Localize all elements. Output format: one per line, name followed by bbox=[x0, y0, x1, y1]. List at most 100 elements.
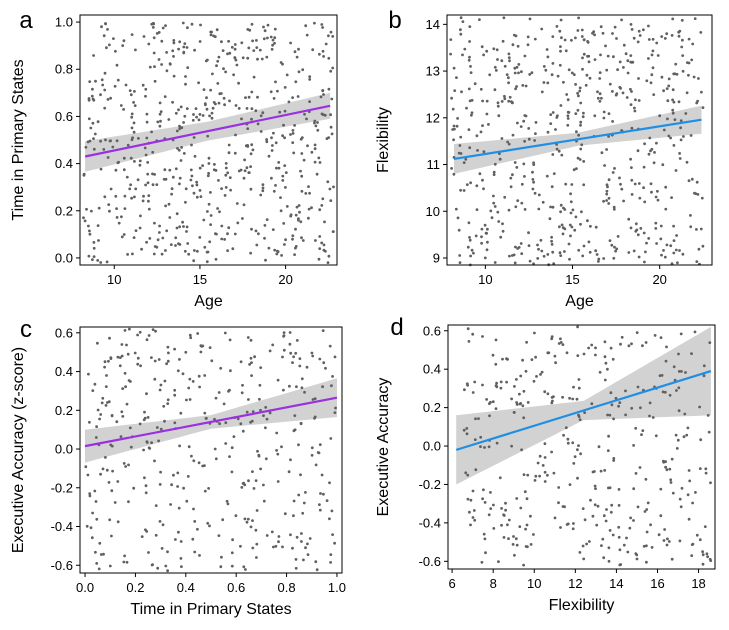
data-point bbox=[469, 498, 473, 502]
data-point bbox=[250, 107, 254, 111]
data-point bbox=[624, 52, 628, 56]
data-point bbox=[222, 402, 226, 406]
data-point bbox=[630, 28, 634, 31]
data-point bbox=[92, 255, 96, 258]
data-point bbox=[480, 560, 484, 564]
data-point bbox=[601, 537, 605, 541]
data-point bbox=[331, 533, 334, 536]
data-point bbox=[130, 33, 134, 36]
data-point bbox=[668, 467, 672, 471]
data-point bbox=[320, 23, 324, 26]
data-point bbox=[142, 448, 146, 452]
data-point bbox=[485, 398, 488, 401]
data-point bbox=[629, 157, 632, 161]
data-point bbox=[217, 55, 221, 59]
data-point bbox=[582, 244, 586, 248]
data-point bbox=[195, 115, 199, 119]
data-point bbox=[634, 222, 638, 226]
data-point bbox=[683, 412, 687, 416]
data-point bbox=[525, 523, 529, 527]
data-point bbox=[450, 167, 453, 170]
data-point bbox=[223, 331, 227, 335]
data-point bbox=[96, 259, 100, 262]
data-point bbox=[255, 542, 259, 546]
data-point bbox=[276, 452, 280, 456]
x-tick-label: 6 bbox=[448, 576, 455, 591]
data-point bbox=[485, 49, 489, 53]
data-point bbox=[594, 487, 597, 490]
data-point bbox=[115, 216, 119, 219]
data-point bbox=[469, 71, 473, 74]
data-point bbox=[581, 544, 585, 548]
data-point bbox=[258, 48, 262, 52]
data-point bbox=[96, 341, 99, 345]
data-point bbox=[507, 208, 511, 212]
data-point bbox=[596, 504, 600, 508]
data-point bbox=[682, 435, 686, 439]
data-point bbox=[487, 445, 491, 449]
data-point bbox=[153, 359, 157, 363]
data-point bbox=[671, 17, 675, 21]
data-point bbox=[333, 411, 337, 414]
data-point bbox=[271, 343, 275, 347]
regression-line bbox=[84, 104, 331, 158]
data-point bbox=[178, 40, 182, 44]
data-point bbox=[655, 141, 658, 145]
data-point bbox=[564, 182, 568, 186]
data-point bbox=[133, 160, 136, 163]
data-point bbox=[329, 125, 333, 129]
data-point bbox=[282, 123, 285, 127]
data-point bbox=[326, 180, 330, 184]
data-point bbox=[556, 74, 560, 78]
data-point bbox=[101, 83, 105, 87]
data-point bbox=[123, 207, 127, 211]
data-point bbox=[684, 112, 688, 115]
data-point bbox=[214, 232, 217, 236]
data-point bbox=[90, 536, 94, 540]
data-point bbox=[481, 178, 484, 182]
data-point bbox=[229, 369, 232, 373]
data-point bbox=[272, 131, 275, 135]
data-point bbox=[645, 79, 649, 83]
data-point bbox=[300, 540, 303, 543]
data-point bbox=[610, 243, 614, 247]
data-point bbox=[276, 480, 280, 483]
data-point bbox=[560, 153, 564, 157]
data-point bbox=[678, 152, 681, 155]
data-point bbox=[222, 67, 225, 71]
data-point bbox=[475, 134, 479, 138]
data-point bbox=[217, 101, 221, 105]
data-point bbox=[304, 192, 308, 195]
data-point bbox=[530, 358, 534, 361]
data-point bbox=[650, 53, 654, 57]
data-point bbox=[508, 95, 512, 99]
data-point bbox=[534, 355, 537, 359]
data-point bbox=[322, 361, 326, 365]
data-point bbox=[82, 216, 85, 220]
data-point bbox=[526, 473, 530, 477]
data-point bbox=[606, 449, 610, 452]
data-point bbox=[649, 149, 652, 153]
data-point bbox=[105, 260, 109, 264]
data-point bbox=[480, 45, 484, 49]
data-point bbox=[503, 94, 506, 98]
data-point bbox=[198, 236, 202, 239]
data-point bbox=[456, 216, 460, 220]
data-point bbox=[666, 99, 670, 103]
data-point bbox=[564, 426, 568, 430]
data-point bbox=[234, 514, 238, 518]
data-point bbox=[108, 336, 111, 340]
data-point bbox=[485, 112, 489, 116]
data-point bbox=[576, 476, 579, 480]
data-point bbox=[193, 520, 197, 523]
data-point bbox=[246, 56, 250, 60]
data-point bbox=[243, 158, 247, 162]
data-point bbox=[150, 563, 154, 567]
data-point bbox=[293, 253, 296, 256]
data-point bbox=[563, 250, 566, 253]
data-point bbox=[671, 88, 675, 92]
data-point bbox=[108, 139, 112, 143]
data-point bbox=[113, 501, 117, 504]
data-point bbox=[587, 60, 591, 64]
data-point bbox=[460, 90, 463, 94]
